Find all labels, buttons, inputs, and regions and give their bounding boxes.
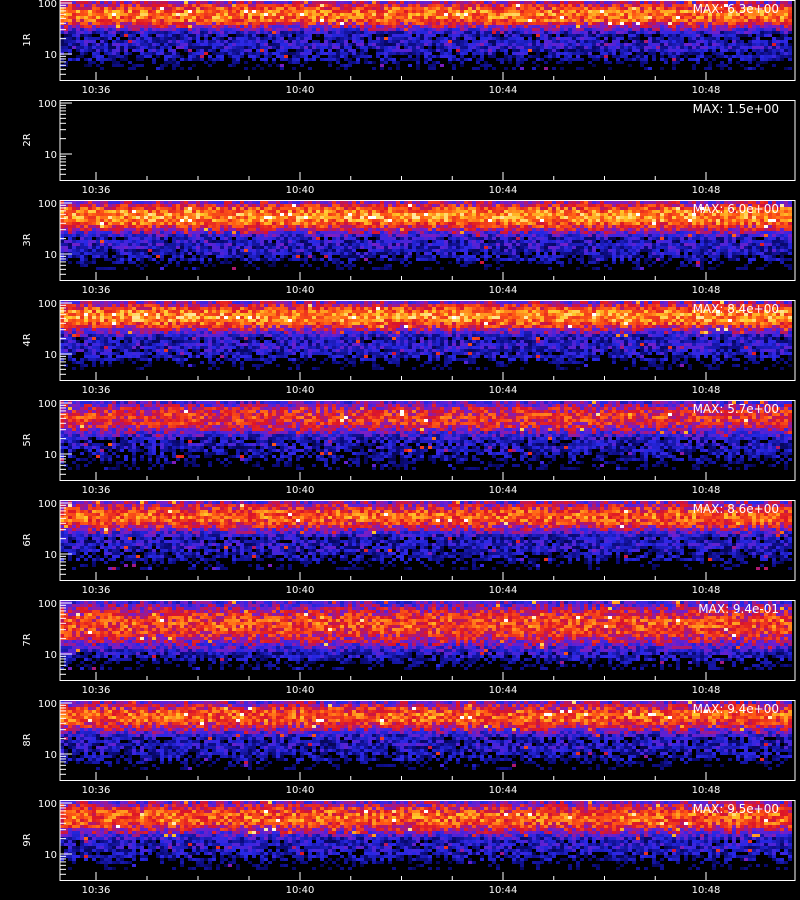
panel-label-1r: 1R [22, 33, 33, 46]
y-tick-label-10: 10 [44, 50, 57, 61]
y-tick-label-100: 100 [38, 499, 57, 510]
x-tick-label: 10:40 [286, 885, 315, 896]
y-tick-label-100: 100 [38, 399, 57, 410]
x-tick-label: 10:48 [692, 285, 721, 296]
panel-label-4r: 4R [22, 333, 33, 346]
x-tick-label: 10:44 [489, 485, 518, 496]
x-tick-label: 10:36 [82, 285, 111, 296]
x-tick-label: 10:36 [82, 485, 111, 496]
x-tick-label: 10:48 [692, 785, 721, 796]
y-tick-label-10: 10 [44, 150, 57, 161]
y-tick-label-10: 10 [44, 550, 57, 561]
panel-frame [60, 101, 795, 181]
y-axis-ticks [60, 103, 72, 174]
x-tick-label: 10:44 [489, 685, 518, 696]
x-tick-label: 10:40 [286, 485, 315, 496]
heatmap-cells-9r [60, 801, 792, 870]
y-tick-label-10: 10 [44, 450, 57, 461]
x-tick-label: 10:36 [82, 185, 111, 196]
y-tick-label-10: 10 [44, 650, 57, 661]
y-tick-label-100: 100 [38, 799, 57, 810]
x-tick-label: 10:36 [82, 385, 111, 396]
max-label-6r: MAX: 8.6e+00 [693, 502, 779, 516]
y-tick-label-10: 10 [44, 850, 57, 861]
max-label-2r: MAX: 1.5e+00 [693, 102, 779, 116]
x-tick-label: 10:48 [692, 385, 721, 396]
spectrogram-panel-2r: 100 10 2R 10:36 10:40 10:44 10:48 MAX: 1.5e+00 [22, 99, 795, 196]
max-label-1r: MAX: 6.3e+00 [693, 2, 779, 16]
y-tick-label-100: 100 [38, 599, 57, 610]
panel-label-3r: 3R [22, 233, 33, 246]
y-tick-label-10: 10 [44, 350, 57, 361]
x-tick-label: 10:48 [692, 685, 721, 696]
spectrogram-panel-1r: 100 10 1R 10:36 10:40 10:44 10:48 MAX: 6.3e+00 [22, 0, 795, 96]
x-tick-label: 10:40 [286, 285, 315, 296]
x-tick-label: 10:40 [286, 585, 315, 596]
x-tick-label: 10:44 [489, 85, 518, 96]
max-label-9r: MAX: 9.5e+00 [693, 802, 779, 816]
x-tick-label: 10:48 [692, 85, 721, 96]
x-tick-label: 10:44 [489, 385, 518, 396]
x-tick-label: 10:40 [286, 185, 315, 196]
heatmap-cells-3r [60, 201, 792, 270]
panel-label-7r: 7R [22, 633, 33, 646]
max-label-8r: MAX: 9.4e+00 [693, 702, 779, 716]
x-tick-label: 10:40 [286, 85, 315, 96]
x-tick-label: 10:36 [82, 685, 111, 696]
x-tick-label: 10:40 [286, 685, 315, 696]
spectrogram-panel-7r: 100 10 7R 10:36 10:40 10:44 10:48 MAX: 9.4e-01 [22, 599, 795, 696]
y-tick-label-10: 10 [44, 750, 57, 761]
y-tick-label-100: 100 [38, 99, 57, 110]
x-tick-label: 10:40 [286, 785, 315, 796]
x-tick-label: 10:44 [489, 585, 518, 596]
x-tick-label: 10:48 [692, 485, 721, 496]
max-label-7r: MAX: 9.4e-01 [698, 602, 779, 616]
spectrogram-panel-3r: 100 10 3R 10:36 10:40 10:44 10:48 MAX: 6.0e+00 [22, 199, 795, 296]
x-tick-label: 10:44 [489, 785, 518, 796]
x-tick-label: 10:48 [692, 585, 721, 596]
heatmap-cells-8r [60, 701, 792, 770]
heatmap-cells-4r [60, 301, 792, 370]
spectrogram-panel-6r: 100 10 6R 10:36 10:40 10:44 10:48 MAX: 8.6e+00 [22, 499, 795, 596]
x-tick-label: 10:48 [692, 185, 721, 196]
x-tick-label: 10:44 [489, 885, 518, 896]
x-tick-label: 10:36 [82, 85, 111, 96]
heatmap-cells-7r [60, 601, 792, 670]
x-tick-label: 10:40 [286, 385, 315, 396]
x-tick-label: 10:44 [489, 185, 518, 196]
spectrogram-panel-5r: 100 10 5R 10:36 10:40 10:44 10:48 MAX: 5.7e+00 [22, 399, 795, 496]
spectrogram-panel-9r: 100 10 9R 10:36 10:40 10:44 10:48 MAX: 9.5e+00 [22, 799, 795, 896]
x-tick-label: 10:44 [489, 285, 518, 296]
y-tick-label-10: 10 [44, 250, 57, 261]
y-tick-label-100: 100 [38, 0, 57, 10]
heatmap-cells-6r [60, 501, 792, 570]
panel-label-6r: 6R [22, 533, 33, 546]
max-label-5r: MAX: 5.7e+00 [693, 402, 779, 416]
panel-label-2r: 2R [22, 133, 33, 146]
heatmap-cells-1r [60, 1, 792, 70]
panel-label-5r: 5R [22, 433, 33, 446]
spectrogram-panel-8r: 100 10 8R 10:36 10:40 10:44 10:48 MAX: 9.4e+00 [22, 699, 795, 796]
heatmap-cells-5r [60, 401, 792, 470]
panel-label-9r: 9R [22, 833, 33, 846]
x-tick-label: 10:36 [82, 785, 111, 796]
y-tick-label-100: 100 [38, 199, 57, 210]
max-label-4r: MAX: 8.4e+00 [693, 302, 779, 316]
spectrogram-panel-4r: 100 10 4R 10:36 10:40 10:44 10:48 MAX: 8.4e+00 [22, 299, 795, 396]
x-tick-label: 10:36 [82, 885, 111, 896]
max-label-3r: MAX: 6.0e+00 [693, 202, 779, 216]
y-tick-label-100: 100 [38, 299, 57, 310]
x-tick-label: 10:48 [692, 885, 721, 896]
panel-label-8r: 8R [22, 733, 33, 746]
x-tick-label: 10:36 [82, 585, 111, 596]
y-tick-label-100: 100 [38, 699, 57, 710]
